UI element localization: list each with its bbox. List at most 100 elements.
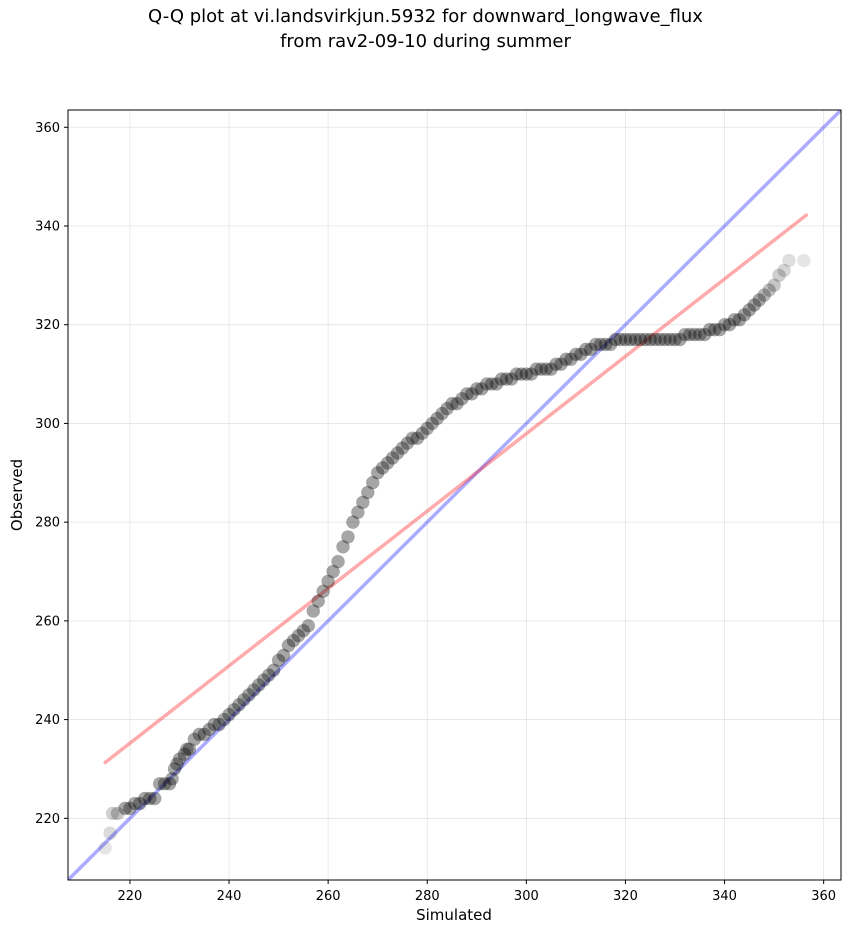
qq-point (688, 327, 702, 342)
qq-point (569, 347, 583, 362)
qq-point (673, 332, 687, 347)
qq-point (435, 406, 449, 421)
qq-point (608, 332, 623, 347)
qq-point (519, 367, 534, 381)
qq-point (668, 332, 682, 347)
qq-point (256, 673, 271, 687)
qq-point (336, 540, 350, 554)
qq-point (138, 791, 152, 806)
qq-point (544, 362, 558, 376)
qq-point (152, 776, 167, 791)
qq-point (678, 327, 692, 342)
qq-point (702, 322, 717, 337)
qq-point (425, 416, 440, 431)
qq-point (105, 806, 120, 821)
qq-point (128, 796, 142, 811)
qq-point (593, 337, 608, 352)
qq-point (514, 367, 529, 381)
qq-point (192, 727, 207, 742)
qq-point (737, 308, 752, 322)
qq-point (643, 332, 658, 347)
qq-point (261, 668, 276, 682)
qq-point (628, 332, 643, 347)
qq-point (281, 638, 296, 653)
qq-point (623, 332, 638, 347)
x-tick-label: 220 (118, 889, 143, 904)
qq-point (653, 332, 667, 347)
y-tick-label: 260 (35, 614, 60, 629)
qq-point (474, 382, 489, 396)
qq-point (157, 776, 172, 791)
qq-point (772, 268, 786, 283)
qq-point (499, 372, 514, 386)
y-tick-label: 280 (35, 516, 60, 531)
qq-point (217, 712, 231, 727)
qq-point (579, 342, 593, 357)
qq-point (341, 530, 355, 544)
qq-point (180, 742, 194, 756)
x-axis-label: Simulated (416, 906, 492, 924)
qq-point (410, 431, 425, 446)
plot-frame (67, 109, 842, 881)
qq-point (227, 702, 241, 717)
y-tick-label: 240 (35, 713, 60, 728)
qq-point (365, 475, 380, 490)
qq-points (98, 253, 811, 855)
qq-point (479, 377, 494, 391)
qq-point (583, 342, 598, 357)
qq-point (782, 253, 796, 268)
x-tick-label: 280 (415, 889, 440, 904)
qq-point (504, 372, 519, 386)
qq-point (707, 322, 722, 337)
y-tick-label: 300 (35, 417, 60, 432)
qq-point (182, 742, 197, 756)
qq-point (197, 727, 212, 742)
qq-point (747, 298, 762, 312)
qq-point (316, 584, 330, 599)
qq-point (613, 332, 628, 347)
qq-point (187, 732, 202, 747)
qq-point (346, 515, 360, 529)
qq-point (212, 717, 226, 732)
qq-point (296, 623, 311, 638)
qq-point (170, 757, 184, 771)
qq-point (603, 337, 618, 352)
qq-point (598, 337, 613, 352)
qq-point (524, 367, 539, 381)
qq-point (351, 505, 365, 520)
qq-point (390, 446, 405, 460)
qq-point (445, 396, 459, 411)
qq-point (757, 288, 771, 302)
fit-line (103, 213, 809, 765)
qq-point (554, 357, 568, 371)
qq-point (658, 332, 672, 347)
y-tick-label: 340 (35, 219, 60, 234)
qq-point (683, 327, 697, 342)
y-axis-label: Observed (8, 459, 26, 531)
qq-point (465, 387, 479, 401)
qq-point (222, 707, 236, 722)
qq-point (574, 347, 588, 362)
qq-point (133, 796, 147, 811)
chart-title-line2: from rav2-09-10 during summer (280, 31, 571, 52)
qq-point (251, 678, 266, 692)
qq-point (103, 826, 117, 840)
qq-point (777, 263, 791, 278)
qq-point (266, 663, 281, 678)
qq-point (321, 574, 335, 589)
y-tick-label: 360 (35, 121, 60, 136)
qq-point (494, 372, 509, 386)
qq-point (752, 293, 767, 307)
qq-point (98, 841, 112, 855)
qq-point (202, 722, 217, 737)
qq-point (460, 387, 474, 401)
qq-point (356, 495, 370, 510)
identity-line (68, 110, 841, 880)
qq-point (306, 604, 321, 618)
qq-point (207, 717, 221, 732)
axis-ticks: 220 240 260 280 300 320 340 360 220 240 260 280 300 3… (35, 121, 836, 904)
qq-point (455, 391, 469, 406)
qq-point (147, 791, 162, 806)
qq-point (237, 693, 251, 707)
